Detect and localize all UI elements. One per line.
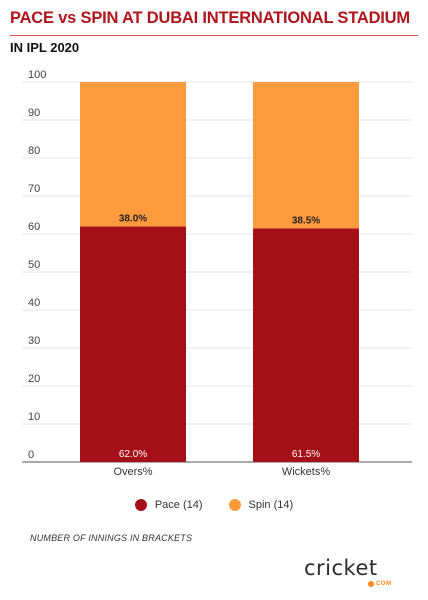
- legend-item-spin: Spin (14): [228, 499, 294, 511]
- bar-pace: [253, 228, 359, 462]
- footnote: NUMBER OF INNINGS IN BRACKETS: [30, 533, 193, 543]
- data-label-spin: 38.5%: [292, 215, 320, 226]
- y-tick-label: 90: [28, 107, 40, 119]
- data-label-pace: 62.0%: [119, 449, 147, 460]
- legend-swatch-spin: [228, 499, 241, 511]
- y-tick-label: 40: [28, 297, 40, 309]
- stacked-bar-chart: 0 10 20 30 40 50 60 70 80 90 100 62.0% 38.0% Overs% 61…: [22, 69, 412, 478]
- bar-spin: [253, 82, 359, 229]
- data-label-pace: 61.5%: [292, 449, 320, 460]
- data-label-spin: 38.0%: [119, 213, 147, 224]
- legend: Pace (14) Spin (14): [0, 499, 428, 511]
- chart-title: PACE vs SPIN AT DUBAI INTERNATIONAL STAD…: [10, 9, 410, 27]
- x-category-label: Wickets%: [282, 466, 331, 478]
- bar-spin: [80, 82, 186, 227]
- chart-subtitle: IN IPL 2020: [10, 40, 80, 55]
- y-tick-label: 0: [28, 449, 34, 461]
- legend-label-spin: Spin (14): [248, 499, 294, 511]
- legend-swatch-pace: [134, 499, 147, 511]
- logo-suffix: COM: [376, 581, 392, 587]
- bar-pace: [80, 226, 186, 462]
- legend-label-pace: Pace (14): [154, 499, 203, 511]
- cricket-com-logo: cricket COM: [304, 556, 416, 590]
- x-category-label: Overs%: [113, 466, 152, 478]
- logo-dot-icon: [368, 581, 374, 587]
- y-tick-label: 100: [28, 69, 46, 81]
- y-tick-label: 60: [28, 221, 40, 233]
- y-tick-label: 80: [28, 145, 40, 157]
- y-tick-label: 50: [28, 259, 40, 271]
- title-divider: [10, 35, 418, 36]
- logo-wordmark: cricket: [304, 556, 378, 580]
- y-tick-label: 20: [28, 373, 40, 385]
- y-tick-label: 30: [28, 335, 40, 347]
- legend-item-pace: Pace (14): [134, 499, 203, 511]
- y-tick-label: 10: [28, 411, 40, 423]
- y-tick-label: 70: [28, 183, 40, 195]
